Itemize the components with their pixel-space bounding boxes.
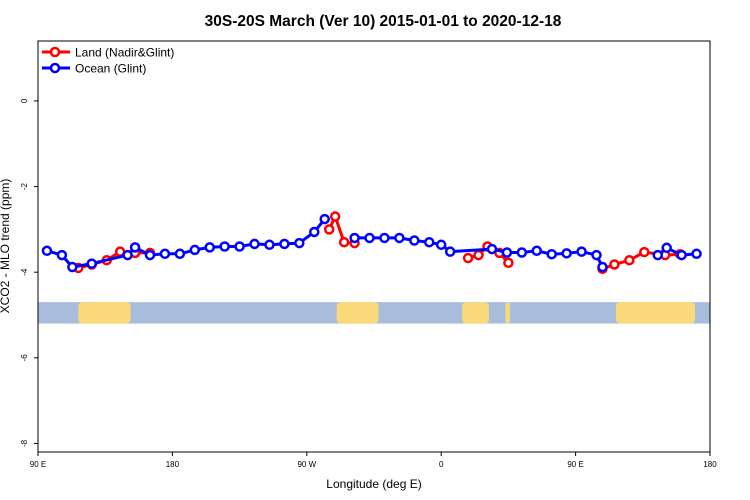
x-tick-label: 90 E (30, 460, 46, 469)
data-point-ocean (516, 247, 528, 258)
data-point-land (329, 211, 341, 222)
x-axis-label: Longitude (deg E) (326, 477, 421, 491)
data-point-ocean (189, 244, 201, 256)
data-point-ocean (41, 245, 53, 257)
data-point-ocean (486, 243, 498, 255)
land-patch (615, 302, 696, 324)
y-tick-label: -4 (20, 268, 29, 276)
data-point-ocean (435, 239, 447, 251)
data-point-ocean (531, 245, 543, 257)
land-ocean-band (38, 302, 710, 324)
chart-title: 30S-20S March (Ver 10) 2015-01-01 to 202… (205, 13, 562, 30)
y-tick-label: -8 (20, 439, 29, 447)
legend-land-marker (49, 46, 61, 58)
data-point-ocean (561, 248, 572, 259)
land-patch (505, 302, 510, 324)
data-point-ocean (424, 236, 435, 248)
data-point-ocean (349, 232, 360, 244)
data-point-ocean (204, 242, 215, 253)
data-point-land (473, 249, 484, 261)
data-point-ocean (249, 238, 260, 250)
data-point-ocean (159, 248, 171, 260)
data-point-ocean (409, 235, 420, 246)
data-point-ocean (234, 241, 245, 252)
data-point-ocean (86, 258, 98, 269)
data-point-ocean (364, 232, 375, 244)
plot-frame (37, 40, 711, 453)
series-ocean (41, 213, 702, 273)
data-point-land (503, 257, 514, 269)
data-point-land (624, 254, 635, 266)
legend-ocean-marker (49, 62, 61, 74)
data-point-land (462, 252, 474, 264)
data-point-ocean (652, 249, 663, 261)
data-point-ocean (174, 248, 186, 260)
x-tick-label: 180 (166, 460, 180, 469)
legend-ocean-label: Ocean (Glint) (75, 62, 146, 76)
data-point-ocean (691, 248, 702, 260)
axis-ticks: 90 E 180 90 W 0 90 E 180 0 -2 -4 -6 -8 (20, 98, 717, 469)
data-point-land (609, 259, 620, 270)
land-patch (336, 302, 379, 324)
data-point-ocean (67, 261, 78, 273)
y-tick-label: -6 (20, 354, 29, 362)
x-tick-label: 0 (439, 460, 444, 469)
data-point-ocean (309, 226, 320, 238)
x-tick-label: 180 (703, 460, 717, 469)
data-point-ocean (219, 241, 230, 252)
data-point-ocean (501, 247, 513, 258)
y-tick-label: 0 (20, 98, 29, 103)
data-point-ocean (129, 242, 141, 253)
x-tick-label: 90 E (567, 460, 583, 469)
data-point-ocean (319, 213, 330, 225)
series-layer (41, 211, 702, 275)
data-point-ocean (661, 242, 672, 254)
data-point-ocean (144, 249, 156, 261)
data-point-ocean (294, 237, 305, 249)
data-point-ocean (676, 249, 687, 261)
data-point-land (323, 224, 335, 235)
data-point-ocean (576, 246, 587, 257)
y-axis-label: XCO2 - MLO trend (ppm) (0, 179, 12, 314)
legend: Land (Nadir&Glint) Ocean (Glint) (42, 46, 174, 76)
data-point-ocean (444, 246, 456, 257)
land-patch (462, 302, 489, 324)
series-line-ocean (656, 246, 697, 257)
data-point-ocean (394, 232, 405, 244)
data-point-ocean (597, 261, 608, 273)
data-point-ocean (122, 249, 133, 261)
x-tick-label: 90 W (297, 460, 316, 469)
data-point-ocean (279, 238, 290, 250)
data-point-ocean (379, 232, 390, 244)
data-point-ocean (264, 239, 275, 251)
data-point-ocean (546, 248, 557, 260)
data-point-ocean (591, 249, 602, 261)
data-point-land (338, 236, 350, 248)
data-point-land (639, 246, 650, 258)
land-patch (78, 302, 131, 324)
legend-land-label: Land (Nadir&Glint) (75, 46, 174, 60)
y-tick-label: -2 (20, 182, 29, 190)
data-point-ocean (56, 249, 68, 261)
series-land (73, 211, 686, 275)
